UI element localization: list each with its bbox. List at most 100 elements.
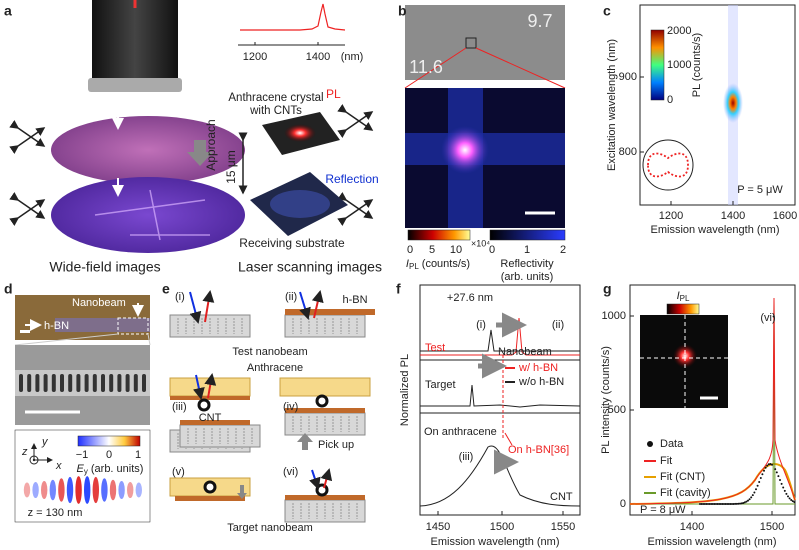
label: PL [326,87,341,101]
data-point [751,494,754,497]
label: w/o h-BN [518,376,564,388]
label: z [21,446,28,458]
label: 11.6 [409,57,443,77]
symbol-label: IPL (counts/s) [406,258,470,271]
label-part: (counts/s) [422,258,470,270]
label: h-BN [342,294,367,306]
data-point [700,503,703,505]
label: d [4,281,13,297]
data-point [715,503,717,505]
data-point [750,496,753,499]
data-point [711,503,714,505]
data-point [719,502,722,505]
field-lobe [32,481,39,499]
label: 0 [489,244,495,256]
label: 1500 [760,521,784,533]
label: e [162,281,170,297]
data-point [747,499,749,502]
label: (ii) [285,291,297,303]
data-point [758,480,761,483]
hole [68,374,73,392]
data-point [777,475,780,478]
data-point [788,497,791,500]
field-lobe [49,479,56,501]
data-point [766,464,769,467]
data-point [761,473,764,476]
label: +27.6 nm [447,292,493,304]
label: 1 [135,449,141,461]
field-lobe [135,482,142,498]
label: (arb. units) [501,271,554,283]
label: 9.7 [527,11,552,31]
field-lobe [118,481,125,499]
hole [109,374,114,392]
panel-b-art [404,5,566,241]
label: f [396,281,401,297]
hole [35,374,40,392]
label: (vi) [760,312,775,324]
label: (i) [175,291,185,303]
data-point [721,502,724,505]
data-point [767,463,770,466]
hole [19,374,23,392]
label: 1550 [551,521,575,533]
label-part: E [77,463,85,475]
label: y [41,436,49,448]
label: 2000 [667,25,691,37]
data-point [703,503,706,505]
label: Wide-field images [49,259,160,275]
label: On h-BN[36] [508,444,569,456]
label: 0 [620,498,626,510]
label: (v) [172,466,185,478]
hole [142,374,146,392]
hole [27,374,32,392]
field-lobe [23,482,31,498]
hole [92,374,97,392]
label-part: I [406,258,409,270]
label: Test [425,342,445,354]
field-lobe [109,479,117,501]
panel-f-art [419,284,581,516]
label: 1600 [773,210,797,222]
label: On anthracene [424,426,497,438]
field-lobe [92,476,100,504]
label: 1500 [490,521,514,533]
label: 1400 [721,210,745,222]
label: Anthracene crystal [228,92,323,104]
label: Target nanobeam [227,522,313,534]
label: (ii) [552,319,564,331]
data-point [775,471,778,474]
data-point [708,503,711,505]
label-part: (arb. units) [91,463,144,475]
field-lobe [127,481,134,499]
data-point [771,463,773,466]
label: Nanobeam [72,297,126,309]
data-point [780,482,783,485]
hole [117,374,122,392]
label: 0 [667,94,673,106]
data-point [735,502,738,505]
data-point [785,492,788,495]
data-point [707,503,709,505]
panel-g-art [629,284,796,516]
data-point [726,502,729,505]
data-point [724,502,727,505]
data-point [710,503,713,505]
data-point [723,502,725,505]
label: 5 [429,244,435,256]
label: CNT [199,412,222,424]
label: 0 [407,244,413,256]
label: (iii) [459,451,474,463]
data-point [793,501,796,504]
field-lobe [58,478,65,502]
data-point [769,463,772,466]
label: 500 [608,404,626,416]
label: PL intensity (counts/s) [600,346,612,454]
label: PL (counts/s) [691,33,703,97]
label: a [4,3,12,19]
data-point [699,503,701,505]
panel-e-art [169,290,375,523]
label: (vi) [283,466,298,478]
panel-a-art [9,0,374,253]
label: 1450 [426,521,450,533]
